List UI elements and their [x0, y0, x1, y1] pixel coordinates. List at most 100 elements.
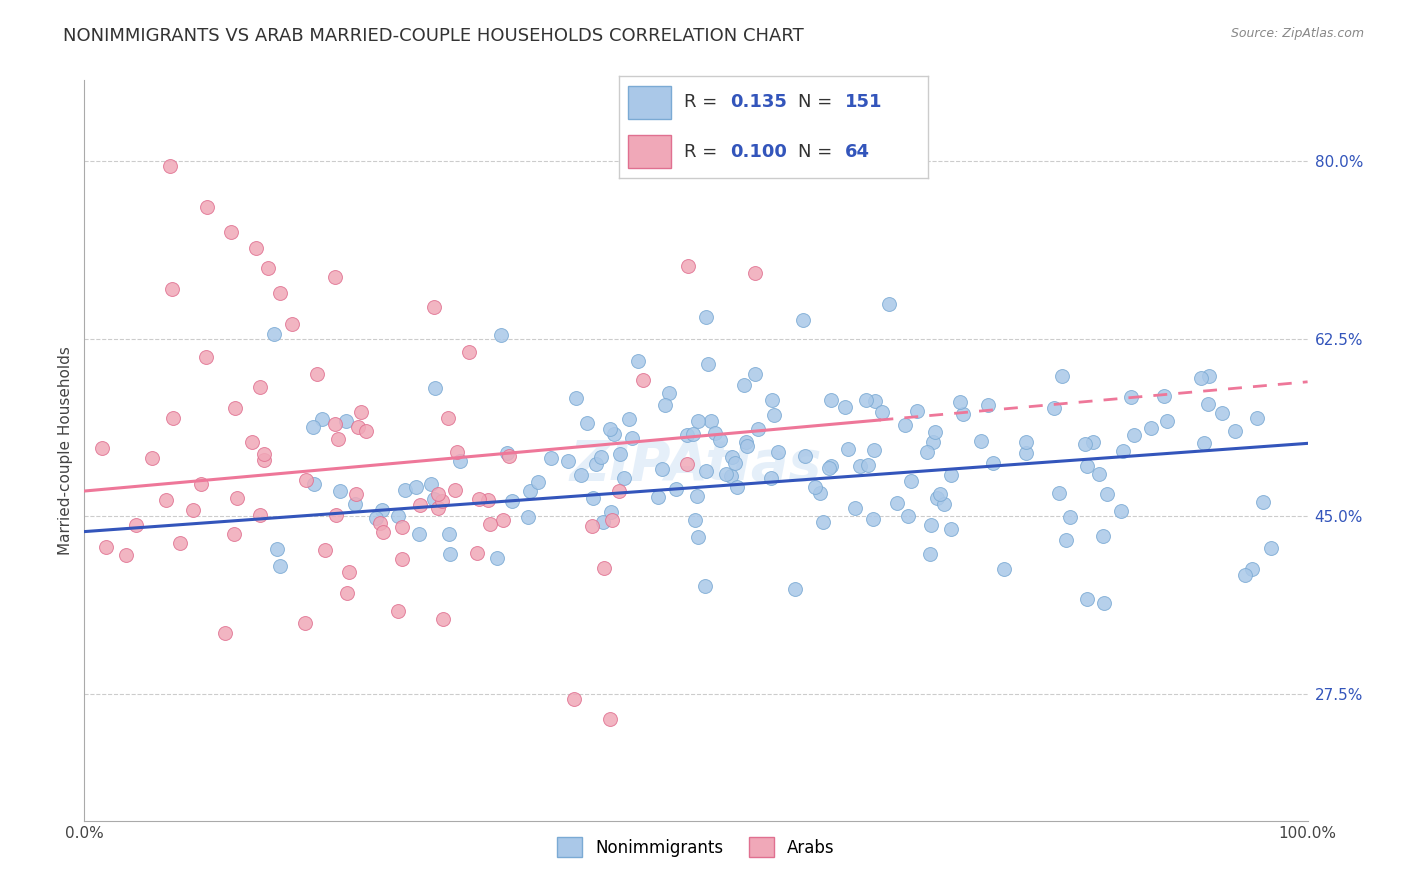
Point	[834, 401, 856, 415]
Point	[344, 497, 367, 511]
Point	[735, 434, 758, 449]
FancyBboxPatch shape	[628, 136, 671, 168]
Point	[337, 565, 360, 579]
Point	[762, 408, 785, 422]
Point	[863, 442, 886, 457]
Point	[870, 405, 893, 419]
Point	[323, 417, 346, 432]
FancyBboxPatch shape	[628, 87, 671, 119]
Point	[804, 480, 827, 494]
Point	[1050, 368, 1073, 383]
Point	[423, 300, 446, 314]
Point	[305, 367, 328, 381]
Point	[557, 454, 579, 468]
Point	[863, 393, 886, 408]
Legend: Nonimmigrants, Arabs: Nonimmigrants, Arabs	[551, 830, 841, 864]
Point	[939, 468, 962, 483]
Point	[373, 525, 395, 540]
Point	[1092, 596, 1115, 610]
Point	[486, 551, 509, 566]
Point	[527, 475, 550, 490]
Point	[1189, 371, 1212, 385]
Point	[818, 461, 841, 475]
Point	[905, 404, 928, 418]
Point	[467, 546, 489, 560]
Point	[599, 506, 621, 520]
Point	[849, 458, 872, 473]
Point	[654, 398, 676, 412]
Point	[477, 493, 499, 508]
Point	[1076, 591, 1098, 606]
Point	[195, 200, 218, 214]
Point	[253, 453, 276, 467]
Text: R =: R =	[683, 94, 723, 112]
Point	[682, 427, 704, 442]
Point	[90, 441, 112, 455]
Point	[540, 451, 562, 466]
Point	[897, 508, 920, 523]
Point	[723, 456, 745, 470]
Point	[918, 547, 941, 561]
Point	[335, 414, 357, 428]
Point	[619, 412, 641, 426]
Point	[446, 444, 468, 458]
Point	[346, 419, 368, 434]
Point	[437, 526, 460, 541]
Point	[266, 541, 288, 556]
Point	[240, 435, 263, 450]
Point	[491, 327, 513, 342]
Point	[366, 511, 388, 525]
Point	[427, 500, 450, 515]
Point	[626, 353, 648, 368]
Point	[159, 160, 181, 174]
Point	[720, 450, 742, 464]
Point	[716, 467, 738, 481]
Point	[370, 516, 392, 531]
Point	[336, 586, 359, 600]
Y-axis label: Married-couple Households: Married-couple Households	[58, 346, 73, 555]
Point	[498, 449, 520, 463]
Point	[792, 313, 814, 327]
Point	[941, 522, 963, 536]
Point	[1119, 390, 1142, 404]
Point	[326, 432, 349, 446]
Point	[281, 317, 304, 331]
Point	[409, 498, 432, 512]
Point	[952, 407, 974, 421]
Point	[844, 500, 866, 515]
Point	[1233, 568, 1256, 582]
Point	[977, 398, 1000, 412]
Text: N =: N =	[799, 94, 838, 112]
Point	[703, 425, 725, 440]
Point	[693, 579, 716, 593]
Point	[569, 467, 592, 482]
Point	[600, 513, 623, 527]
Point	[1088, 467, 1111, 481]
Point	[855, 393, 877, 408]
Point	[344, 487, 367, 501]
Point	[311, 411, 333, 425]
Point	[589, 450, 612, 465]
Point	[1140, 420, 1163, 434]
Point	[877, 297, 900, 311]
Point	[675, 427, 697, 442]
Point	[1192, 435, 1215, 450]
Point	[1059, 510, 1081, 524]
Text: R =: R =	[683, 143, 723, 161]
Point	[491, 513, 513, 527]
Point	[631, 374, 654, 388]
Point	[820, 393, 842, 408]
Point	[592, 516, 614, 530]
Point	[744, 368, 766, 382]
Point	[1112, 443, 1135, 458]
Point	[420, 477, 443, 491]
Point	[516, 510, 538, 524]
Point	[1076, 458, 1098, 473]
Point	[437, 410, 460, 425]
Point	[391, 520, 413, 534]
Point	[405, 479, 427, 493]
Point	[325, 508, 347, 523]
Point	[181, 503, 204, 517]
Point	[820, 458, 842, 473]
Point	[929, 486, 952, 500]
